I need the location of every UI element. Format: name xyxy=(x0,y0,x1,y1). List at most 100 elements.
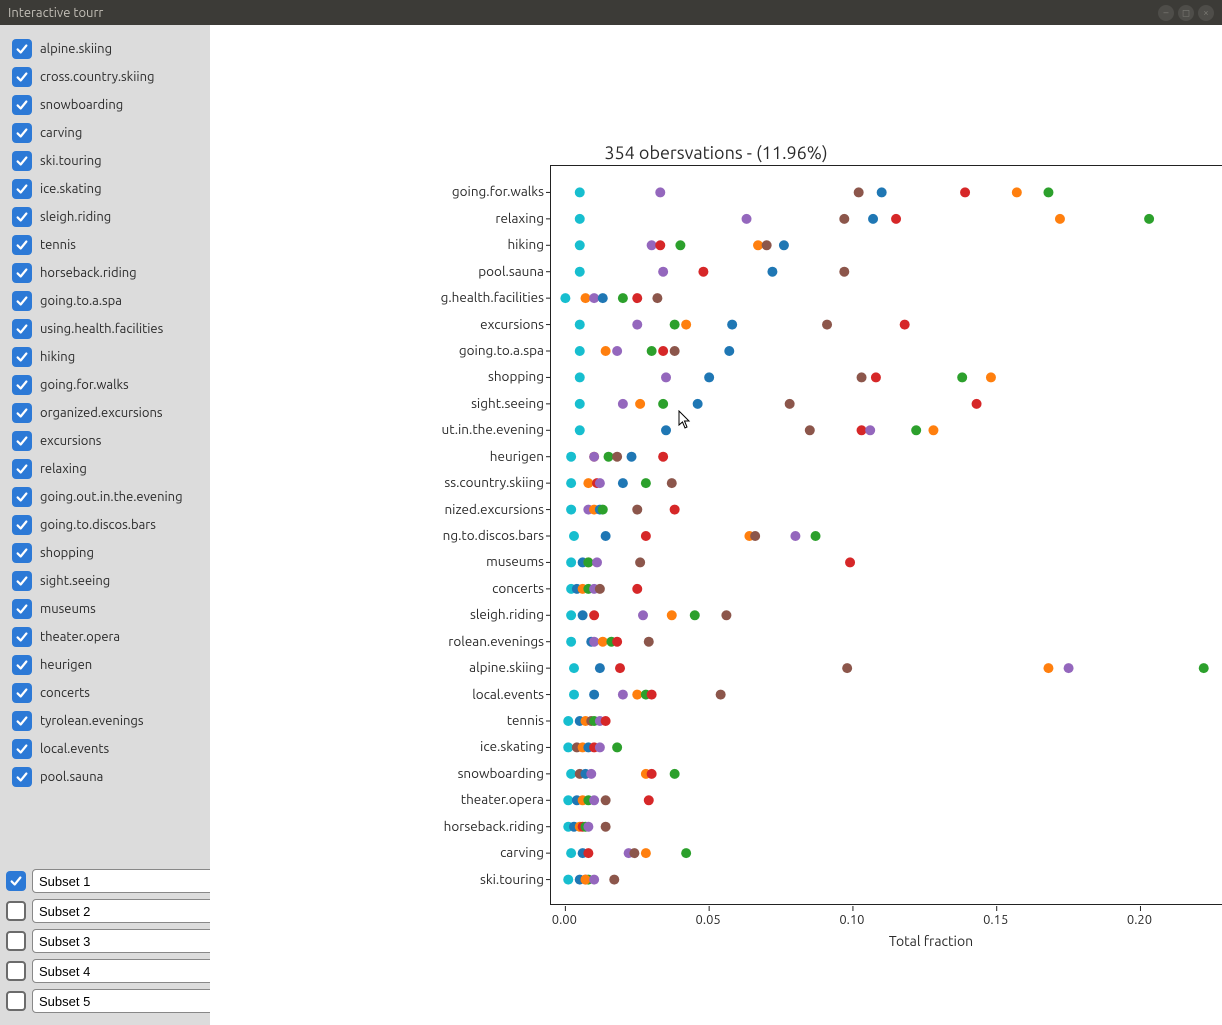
data-point xyxy=(569,531,579,541)
checkbox-icon[interactable] xyxy=(12,95,32,115)
x-tick-label: 0.20 xyxy=(1127,913,1152,927)
activity-checkbox-item[interactable]: carving xyxy=(8,119,202,147)
activity-checkbox-item[interactable]: theater.opera xyxy=(8,623,202,651)
checkbox-icon[interactable] xyxy=(12,767,32,787)
activity-checkbox-item[interactable]: museums xyxy=(8,595,202,623)
checkbox-icon[interactable] xyxy=(12,263,32,283)
window-titlebar: Interactive tourr – ◻ × xyxy=(0,0,1222,25)
checkbox-icon[interactable] xyxy=(12,655,32,675)
activity-checkbox-item[interactable]: hiking xyxy=(8,343,202,371)
data-point xyxy=(704,372,714,382)
subset-name-input[interactable] xyxy=(32,959,222,983)
data-point xyxy=(595,584,605,594)
subset-row xyxy=(6,899,204,923)
activity-checkbox-item[interactable]: ice.skating xyxy=(8,175,202,203)
activity-checkbox-item[interactable]: using.health.facilities xyxy=(8,315,202,343)
activity-label: concerts xyxy=(40,686,90,700)
subset-checkbox[interactable] xyxy=(6,991,26,1011)
checkbox-icon[interactable] xyxy=(12,571,32,591)
checkbox-icon[interactable] xyxy=(12,683,32,703)
checkbox-icon[interactable] xyxy=(12,123,32,143)
checkbox-icon[interactable] xyxy=(12,179,32,199)
y-tick-label: museums xyxy=(344,553,544,569)
activity-checkbox-item[interactable]: horseback.riding xyxy=(8,259,202,287)
activity-checkbox-item[interactable]: ski.touring xyxy=(8,147,202,175)
minimize-icon[interactable]: – xyxy=(1158,5,1174,21)
activity-checkbox-item[interactable]: going.out.in.the.evening xyxy=(8,483,202,511)
data-point xyxy=(658,267,668,277)
checkbox-icon[interactable] xyxy=(12,375,32,395)
data-point xyxy=(589,293,599,303)
subset-name-input[interactable] xyxy=(32,989,222,1013)
data-point xyxy=(604,452,614,462)
data-point xyxy=(658,399,668,409)
activity-checkbox-list: alpine.skiing cross.country.skiingsnowboa… xyxy=(0,31,210,865)
data-point xyxy=(595,663,605,673)
activity-checkbox-item[interactable]: heurigen xyxy=(8,651,202,679)
activity-checkbox-item[interactable]: concerts xyxy=(8,679,202,707)
activity-checkbox-item[interactable]: alpine.skiing xyxy=(8,35,202,63)
close-icon[interactable]: × xyxy=(1198,5,1214,21)
activity-checkbox-item[interactable]: tyrolean.evenings xyxy=(8,707,202,735)
checkbox-icon[interactable] xyxy=(12,515,32,535)
subset-checkbox[interactable] xyxy=(6,901,26,921)
activity-label: alpine.skiing xyxy=(40,42,112,56)
subset-name-input[interactable] xyxy=(32,869,222,893)
activity-checkbox-item[interactable]: excursions xyxy=(8,427,202,455)
data-point xyxy=(900,320,910,330)
activity-checkbox-item[interactable]: sleigh.riding xyxy=(8,203,202,231)
y-tick-label: snowboarding xyxy=(344,765,544,781)
data-point xyxy=(957,372,967,382)
activity-checkbox-item[interactable]: tennis xyxy=(8,231,202,259)
checkbox-icon[interactable] xyxy=(12,67,32,87)
checkbox-icon[interactable] xyxy=(12,627,32,647)
checkbox-icon[interactable] xyxy=(12,459,32,479)
activity-checkbox-item[interactable]: shopping xyxy=(8,539,202,567)
checkbox-icon[interactable] xyxy=(12,347,32,367)
data-point xyxy=(627,452,637,462)
activity-checkbox-item[interactable]: snowboarding xyxy=(8,91,202,119)
data-point xyxy=(1064,663,1074,673)
activity-checkbox-item[interactable]: relaxing xyxy=(8,455,202,483)
activity-checkbox-item[interactable]: organized.excursions xyxy=(8,399,202,427)
activity-label: carving xyxy=(40,126,82,140)
subset-row xyxy=(6,869,204,893)
checkbox-icon[interactable] xyxy=(12,487,32,507)
y-tick-label: sight.seeing xyxy=(344,395,544,411)
data-point xyxy=(1144,214,1154,224)
y-tick-label: ss.country.skiing xyxy=(344,474,544,490)
checkbox-icon[interactable] xyxy=(12,739,32,759)
checkbox-icon[interactable] xyxy=(12,711,32,731)
checkbox-icon[interactable] xyxy=(12,403,32,423)
checkbox-icon[interactable] xyxy=(12,151,32,171)
data-point xyxy=(670,320,680,330)
data-point xyxy=(865,425,875,435)
subset-name-input[interactable] xyxy=(32,929,222,953)
checkbox-icon[interactable] xyxy=(12,319,32,339)
checkbox-icon[interactable] xyxy=(12,543,32,563)
data-point xyxy=(581,293,591,303)
checkbox-icon[interactable] xyxy=(12,431,32,451)
activity-checkbox-item[interactable]: going.for.walks xyxy=(8,371,202,399)
data-point xyxy=(1055,214,1065,224)
activity-checkbox-item[interactable]: pool.sauna xyxy=(8,763,202,791)
checkbox-icon[interactable] xyxy=(12,235,32,255)
subset-checkbox[interactable] xyxy=(6,871,26,891)
data-point xyxy=(693,399,703,409)
activity-checkbox-item[interactable]: going.to.discos.bars xyxy=(8,511,202,539)
checkbox-icon[interactable] xyxy=(12,39,32,59)
checkbox-icon[interactable] xyxy=(12,207,32,227)
activity-checkbox-item[interactable]: going.to.a.spa xyxy=(8,287,202,315)
subset-checkbox[interactable] xyxy=(6,931,26,951)
subset-row xyxy=(6,959,204,983)
subset-name-input[interactable] xyxy=(32,899,222,923)
maximize-icon[interactable]: ◻ xyxy=(1178,5,1194,21)
checkbox-icon[interactable] xyxy=(12,599,32,619)
activity-checkbox-item[interactable]: sight.seeing xyxy=(8,567,202,595)
activity-checkbox-item[interactable]: local.events xyxy=(8,735,202,763)
checkbox-icon[interactable] xyxy=(12,291,32,311)
data-point xyxy=(877,187,887,197)
activity-checkbox-item[interactable]: cross.country.skiing xyxy=(8,63,202,91)
subset-checkbox[interactable] xyxy=(6,961,26,981)
data-point xyxy=(762,240,772,250)
